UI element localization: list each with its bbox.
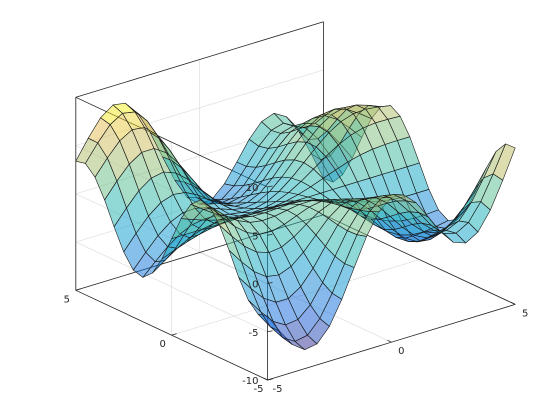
- x-axis-tick-mark: [171, 333, 177, 336]
- z-tick-mark: [267, 330, 273, 333]
- x-axis-tick-mark: [267, 378, 273, 381]
- y-axis-tick-mark: [263, 377, 268, 381]
- z-tick-mark: [267, 282, 273, 284]
- x-tick-label: -5: [273, 384, 283, 395]
- axis-ticks: [75, 185, 516, 381]
- y-tick-label: 5: [64, 294, 70, 305]
- z-tick-label: -10: [242, 376, 258, 387]
- z-tick-mark: [267, 233, 273, 236]
- z-tick-label: -5: [249, 328, 259, 339]
- top-edge-line: [75, 21, 324, 98]
- y-axis-tick-mark: [511, 302, 516, 305]
- z-tick-label: 5: [252, 231, 258, 242]
- z-tick-label: 0: [252, 280, 258, 291]
- z-tick-mark: [267, 185, 273, 188]
- x-axis-tick-mark: [75, 288, 81, 291]
- y-tick-label: 0: [159, 339, 165, 350]
- surface-cell: [492, 143, 516, 181]
- y-tick-label: -5: [254, 384, 264, 395]
- x-tick-label: 0: [398, 346, 404, 357]
- side-wall-grid-line: [75, 241, 268, 333]
- x-tick-label: 5: [522, 308, 528, 319]
- y-axis-tick-mark: [387, 339, 392, 343]
- z-tick-label: 10: [246, 183, 259, 194]
- surface-mesh: [75, 102, 516, 351]
